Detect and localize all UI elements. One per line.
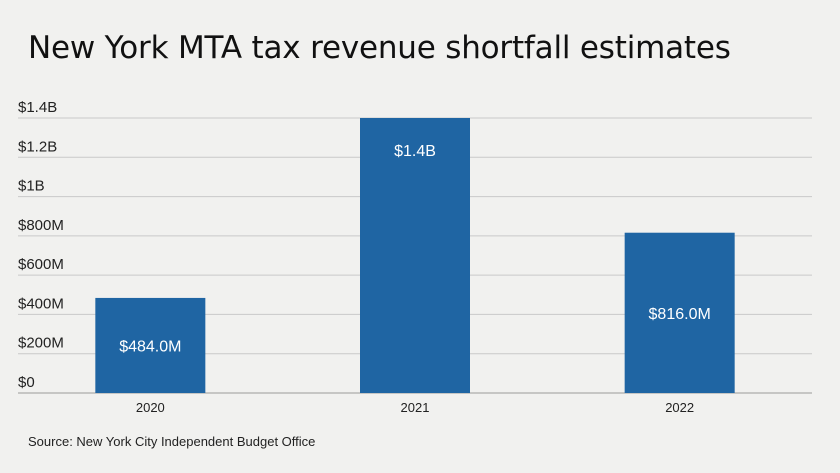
x-tick-label: 2020 (136, 400, 165, 415)
data-labels: $484.0M $1.4B $816.0M (119, 143, 711, 355)
chart-title: New York MTA tax revenue shortfall estim… (28, 30, 731, 66)
y-tick-label: $1B (18, 178, 45, 195)
y-tick-label: $400M (18, 295, 64, 312)
x-tick-label: 2021 (401, 400, 430, 415)
bar-value-label: $816.0M (649, 306, 711, 323)
bar-value-label: $1.4B (394, 143, 436, 160)
y-tick-label: $1.2B (18, 138, 57, 155)
x-axis-tick-labels: 2020 2021 2022 (136, 400, 694, 415)
y-tick-label: $600M (18, 256, 64, 273)
bar (624, 232, 735, 393)
y-axis-tick-labels: $0 $200M $400M $600M $800M $1B $1.2B $1.4B (18, 99, 64, 391)
bars (95, 118, 735, 393)
bar-value-label: $484.0M (119, 338, 181, 355)
y-tick-label: $0 (18, 374, 35, 391)
bar (360, 118, 470, 393)
bar (95, 297, 206, 393)
x-tick-label: 2022 (665, 400, 694, 415)
y-tick-label: $800M (18, 217, 64, 234)
source-note: Source: New York City Independent Budget… (28, 434, 316, 449)
y-tick-label: $200M (18, 335, 64, 352)
y-tick-label: $1.4B (18, 99, 57, 116)
